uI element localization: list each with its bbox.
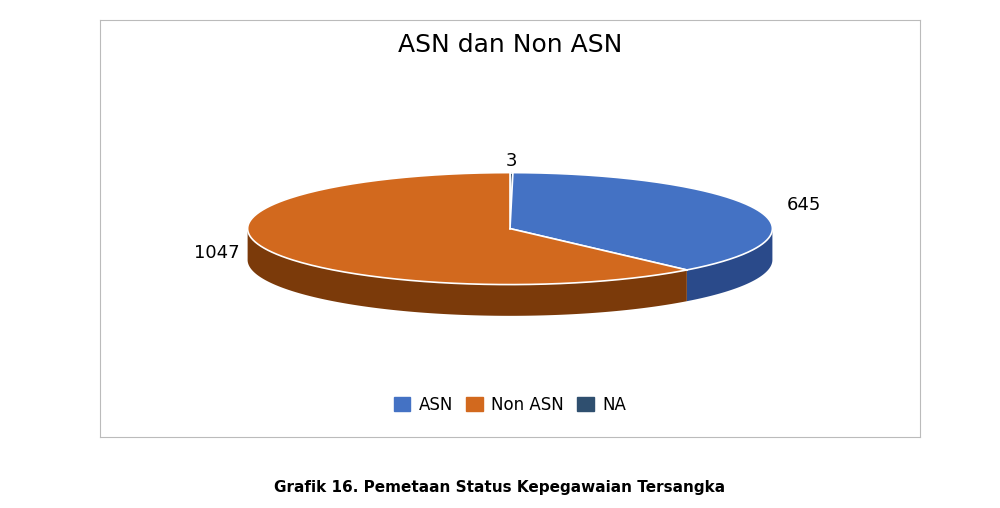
Text: 3: 3: [506, 152, 518, 170]
Text: 645: 645: [787, 196, 821, 214]
Polygon shape: [248, 173, 687, 284]
Text: Grafik 16. Pemetaan Status Kepegawaian Tersangka: Grafik 16. Pemetaan Status Kepegawaian T…: [274, 480, 726, 495]
Legend: ASN, Non ASN, NA: ASN, Non ASN, NA: [387, 389, 633, 420]
Text: ASN dan Non ASN: ASN dan Non ASN: [398, 33, 622, 57]
Polygon shape: [510, 173, 513, 229]
Polygon shape: [510, 173, 772, 270]
Polygon shape: [248, 229, 687, 316]
Text: 1047: 1047: [194, 244, 239, 262]
Polygon shape: [687, 229, 772, 301]
